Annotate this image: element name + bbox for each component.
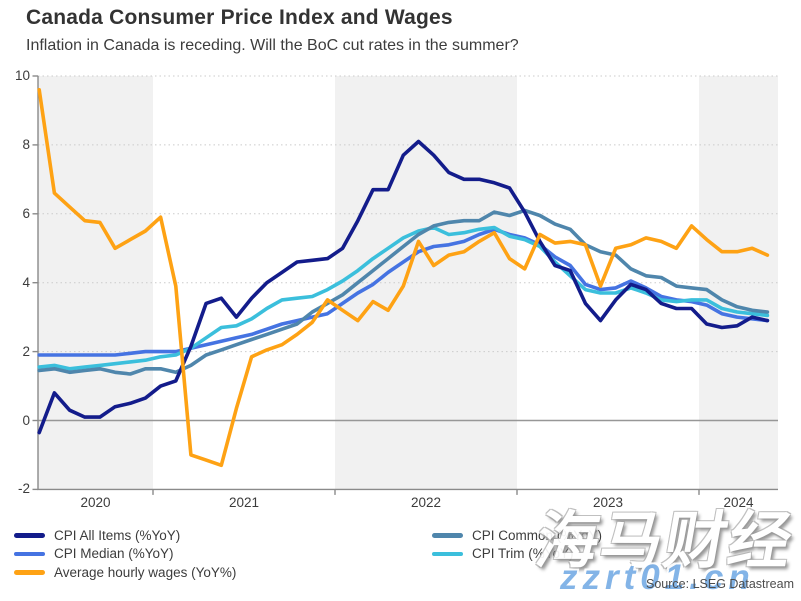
- legend-item-cpi-common: CPI Common (%YoY): [432, 526, 602, 545]
- series-line-cpi-trim-yoy: [37, 225, 770, 371]
- chart-subtitle: Inflation in Canada is receding. Will th…: [26, 37, 519, 54]
- x-axis-label: 2024: [723, 495, 754, 510]
- year-band: [38, 76, 153, 490]
- wages-swatch: [14, 570, 45, 575]
- legend-left-column: CPI All Items (%YoY) CPI Median (%YoY) A…: [14, 526, 236, 582]
- legend-item-cpi-median: CPI Median (%YoY): [14, 545, 236, 564]
- y-axis-label: 0: [22, 412, 30, 428]
- x-axis-label: 2022: [410, 495, 442, 510]
- cpi-median-label: CPI Median (%YoY): [54, 546, 174, 562]
- cpi-trim-label: CPI Trim (%YoY): [472, 546, 574, 562]
- x-axis-label: 2021: [228, 495, 260, 510]
- series-line-cpi-all-items-yoy: [37, 139, 770, 435]
- cpi-trim-swatch: [432, 551, 463, 556]
- y-axis-label: 4: [22, 274, 30, 290]
- x-axis-label: 2023: [592, 495, 624, 510]
- x-axis-label: 2020: [80, 495, 111, 510]
- watermark-url-text: zzrt01.cn: [560, 558, 755, 597]
- chart-title: Canada Consumer Price Index and Wages: [26, 6, 453, 29]
- wages-label: Average hourly wages (YoY%): [54, 564, 237, 580]
- y-axis-label: 10: [14, 68, 30, 83]
- cpi-all-items-label: CPI All Items (%YoY): [54, 527, 181, 543]
- legend-item-wages: Average hourly wages (YoY%): [14, 563, 236, 582]
- series-line-cpi-common-yoy: [37, 208, 770, 376]
- cpi-common-swatch: [432, 533, 463, 538]
- cpi-all-items-swatch: [14, 533, 45, 538]
- legend-item-cpi-trim: CPI Trim (%YoY): [432, 545, 602, 564]
- y-axis-label: 6: [22, 205, 30, 221]
- y-axis-label: 2: [22, 343, 30, 359]
- y-axis-label: 8: [22, 136, 30, 152]
- y-axis-label: -2: [17, 481, 30, 497]
- year-band: [699, 76, 778, 490]
- cpi-median-swatch: [14, 551, 45, 556]
- series-line-average-hourly-wages-yoy: [37, 88, 770, 468]
- source-attribution: Source: LSEG Datastream: [646, 577, 794, 591]
- legend-item-cpi-all-items: CPI All Items (%YoY): [14, 526, 236, 545]
- cpi-common-label: CPI Common (%YoY): [472, 527, 603, 543]
- legend-right-column: CPI Common (%YoY) CPI Trim (%YoY): [432, 526, 602, 563]
